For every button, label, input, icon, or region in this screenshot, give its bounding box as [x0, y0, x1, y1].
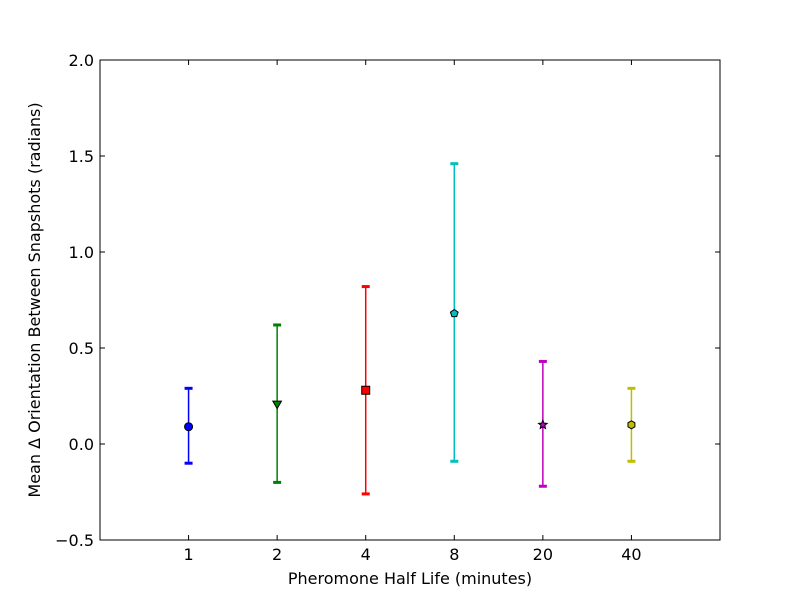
y-tick-label: 0.5: [69, 339, 94, 358]
data-point-2: [271, 400, 283, 410]
x-tick-label: 4: [361, 545, 371, 564]
y-axis-label: Mean Δ Orientation Between Snapshots (ra…: [25, 102, 44, 497]
data-point-40: [627, 420, 636, 430]
data-point-1: [184, 422, 194, 432]
data-point-8: [449, 308, 459, 318]
y-tick-label: 1.5: [69, 147, 94, 166]
x-tick-label: 8: [449, 545, 459, 564]
y-tick-label: 1.0: [69, 243, 94, 262]
x-axis-label: Pheromone Half Life (minutes): [288, 569, 532, 588]
plot-area-frame: [99, 59, 721, 541]
x-tick-label: 20: [533, 545, 553, 564]
x-tick-label: 40: [621, 545, 641, 564]
y-tick-label: 0.0: [69, 435, 94, 454]
data-point-4: [361, 385, 371, 395]
y-tick-label: −0.5: [55, 531, 94, 550]
x-tick-label: 2: [272, 545, 282, 564]
x-axis-ticks: 1 2 4 8 20 40: [183, 60, 642, 564]
x-tick-label: 1: [183, 545, 193, 564]
y-tick-label: 2.0: [69, 51, 94, 70]
data-point-20: [537, 418, 549, 430]
y-axis-ticks: −0.5 0.0 0.5 1.0 1.5 2.0: [55, 51, 720, 550]
chart-marks: [184, 162, 636, 496]
